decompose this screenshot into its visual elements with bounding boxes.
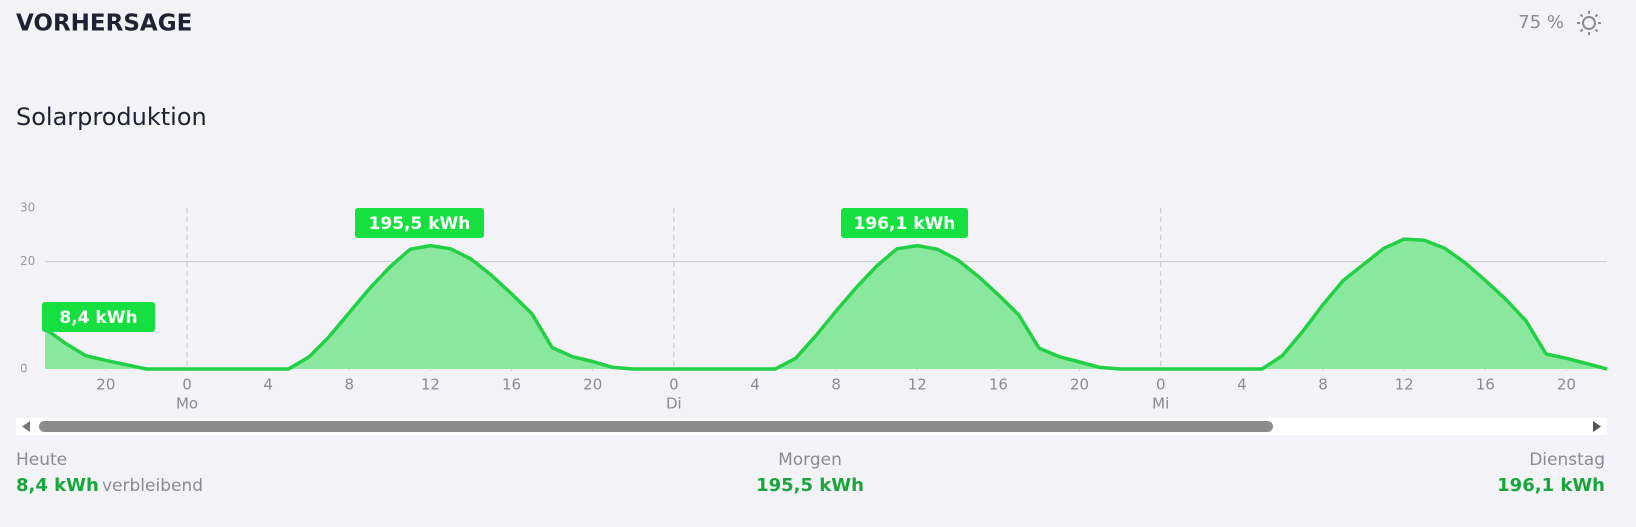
setting-value[interactable]: 75 % [1518, 12, 1564, 33]
x-tick-label: 12 [1395, 376, 1414, 394]
x-tick-label: 8 [1318, 376, 1328, 394]
x-tick-label: 20 [1557, 376, 1576, 394]
summary-value: 8,4 kWh [16, 475, 99, 496]
annotation: 195,5 kWh [369, 214, 471, 234]
area-line [43, 237, 1608, 371]
summary-note: verbleibend [102, 476, 203, 496]
day-label: Di [666, 395, 682, 413]
x-tick-label: 20 [583, 376, 602, 394]
x-tick-label: 0 [669, 376, 679, 394]
x-tick-label: 12 [421, 376, 440, 394]
y-tick-label: 20 [20, 254, 35, 268]
x-tick-label: 12 [908, 376, 927, 394]
x-tick-label: 0 [182, 376, 192, 394]
annotation-box [841, 208, 968, 238]
x-tick-label: 20 [1070, 376, 1089, 394]
annotation: 196,1 kWh [854, 214, 956, 234]
annotation: 8,4 kWh [59, 308, 137, 328]
scroll-right[interactable] [1593, 421, 1601, 432]
x-tick-label: 8 [831, 376, 841, 394]
x-tick-label: 0 [1156, 376, 1166, 394]
annotation-box [42, 302, 155, 332]
annotation-box [355, 208, 484, 238]
x-tick-label: 16 [1476, 376, 1495, 394]
summary-label: Heute [16, 450, 67, 470]
day-label: Mo [176, 395, 198, 413]
x-tick-label: 4 [263, 376, 273, 394]
day-label: Mi [1152, 395, 1169, 413]
chart-title: Solarproduktion [16, 103, 207, 131]
y-tick-label: 0 [20, 362, 28, 376]
x-tick-label: 4 [750, 376, 760, 394]
x-tick-label: 16 [502, 376, 521, 394]
scroll-left[interactable] [22, 421, 30, 432]
scroll-thumb[interactable] [39, 421, 1273, 432]
summary-label: Morgen [778, 450, 842, 470]
y-tick-label: 30 [20, 201, 35, 215]
summary-value: 196,1 kWh [1497, 475, 1605, 496]
x-tick-label: 8 [345, 376, 355, 394]
x-tick-label: 4 [1237, 376, 1247, 394]
area-fill [45, 239, 1607, 369]
scrollbar[interactable] [16, 418, 1607, 435]
x-tick-label: 16 [989, 376, 1008, 394]
card-title: VORHERSAGE [16, 11, 192, 37]
x-tick-label: 20 [96, 376, 115, 394]
summary-label: Dienstag [1529, 450, 1605, 470]
summary-value: 195,5 kWh [756, 475, 864, 496]
settings-icon[interactable] [1577, 11, 1601, 35]
